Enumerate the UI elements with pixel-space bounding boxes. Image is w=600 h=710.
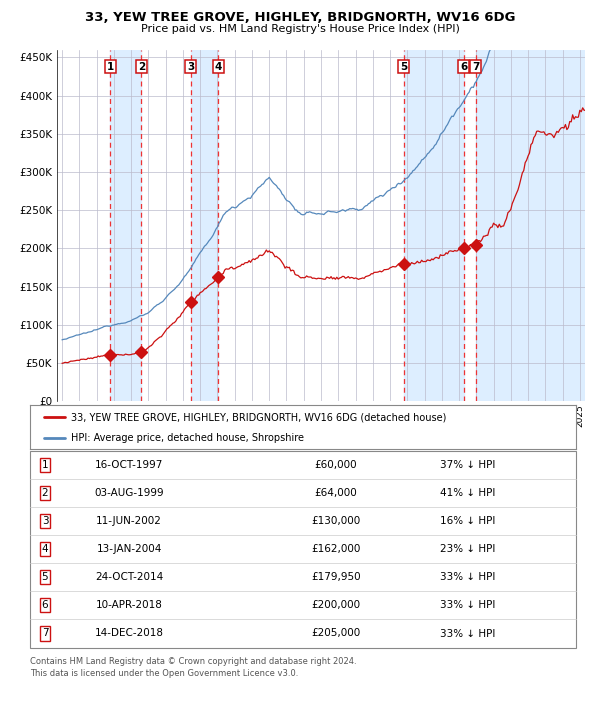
- Text: 33, YEW TREE GROVE, HIGHLEY, BRIDGNORTH, WV16 6DG: 33, YEW TREE GROVE, HIGHLEY, BRIDGNORTH,…: [85, 11, 515, 23]
- Text: 14-DEC-2018: 14-DEC-2018: [95, 628, 163, 638]
- Text: 7: 7: [472, 62, 479, 72]
- Text: 5: 5: [41, 572, 49, 582]
- Text: HPI: Average price, detached house, Shropshire: HPI: Average price, detached house, Shro…: [71, 432, 304, 443]
- Text: 33% ↓ HPI: 33% ↓ HPI: [440, 601, 496, 611]
- Text: This data is licensed under the Open Government Licence v3.0.: This data is licensed under the Open Gov…: [30, 669, 298, 678]
- Text: 16-OCT-1997: 16-OCT-1997: [95, 460, 163, 470]
- Text: 33, YEW TREE GROVE, HIGHLEY, BRIDGNORTH, WV16 6DG (detached house): 33, YEW TREE GROVE, HIGHLEY, BRIDGNORTH,…: [71, 412, 446, 422]
- Bar: [476, 50, 600, 401]
- Text: £60,000: £60,000: [314, 460, 358, 470]
- Text: 33% ↓ HPI: 33% ↓ HPI: [440, 628, 496, 638]
- Text: £162,000: £162,000: [311, 544, 361, 555]
- Text: 33% ↓ HPI: 33% ↓ HPI: [440, 572, 496, 582]
- Text: 3: 3: [187, 62, 194, 72]
- Text: 41% ↓ HPI: 41% ↓ HPI: [440, 488, 496, 498]
- Text: 6: 6: [460, 62, 467, 72]
- Text: 4: 4: [214, 62, 222, 72]
- Text: Price paid vs. HM Land Registry's House Price Index (HPI): Price paid vs. HM Land Registry's House …: [140, 24, 460, 34]
- Text: 3: 3: [41, 516, 49, 526]
- Text: 11-JUN-2002: 11-JUN-2002: [96, 516, 162, 526]
- Text: Contains HM Land Registry data © Crown copyright and database right 2024.: Contains HM Land Registry data © Crown c…: [30, 657, 356, 666]
- Text: £200,000: £200,000: [311, 601, 361, 611]
- Text: 6: 6: [41, 601, 49, 611]
- Text: 2: 2: [138, 62, 145, 72]
- Text: 5: 5: [400, 62, 407, 72]
- Text: 10-APR-2018: 10-APR-2018: [95, 601, 163, 611]
- Text: 4: 4: [41, 544, 49, 555]
- Bar: [110, 50, 142, 401]
- Text: 23% ↓ HPI: 23% ↓ HPI: [440, 544, 496, 555]
- Text: £130,000: £130,000: [311, 516, 361, 526]
- Text: 7: 7: [41, 628, 49, 638]
- Bar: [191, 50, 218, 401]
- Text: £64,000: £64,000: [314, 488, 358, 498]
- Text: 24-OCT-2014: 24-OCT-2014: [95, 572, 163, 582]
- Bar: [404, 50, 464, 401]
- Text: 1: 1: [41, 460, 49, 470]
- Text: £205,000: £205,000: [311, 628, 361, 638]
- Text: 2: 2: [41, 488, 49, 498]
- Text: 1: 1: [107, 62, 114, 72]
- Text: 03-AUG-1999: 03-AUG-1999: [94, 488, 164, 498]
- Text: £179,950: £179,950: [311, 572, 361, 582]
- Text: 13-JAN-2004: 13-JAN-2004: [97, 544, 161, 555]
- Text: 16% ↓ HPI: 16% ↓ HPI: [440, 516, 496, 526]
- Text: 37% ↓ HPI: 37% ↓ HPI: [440, 460, 496, 470]
